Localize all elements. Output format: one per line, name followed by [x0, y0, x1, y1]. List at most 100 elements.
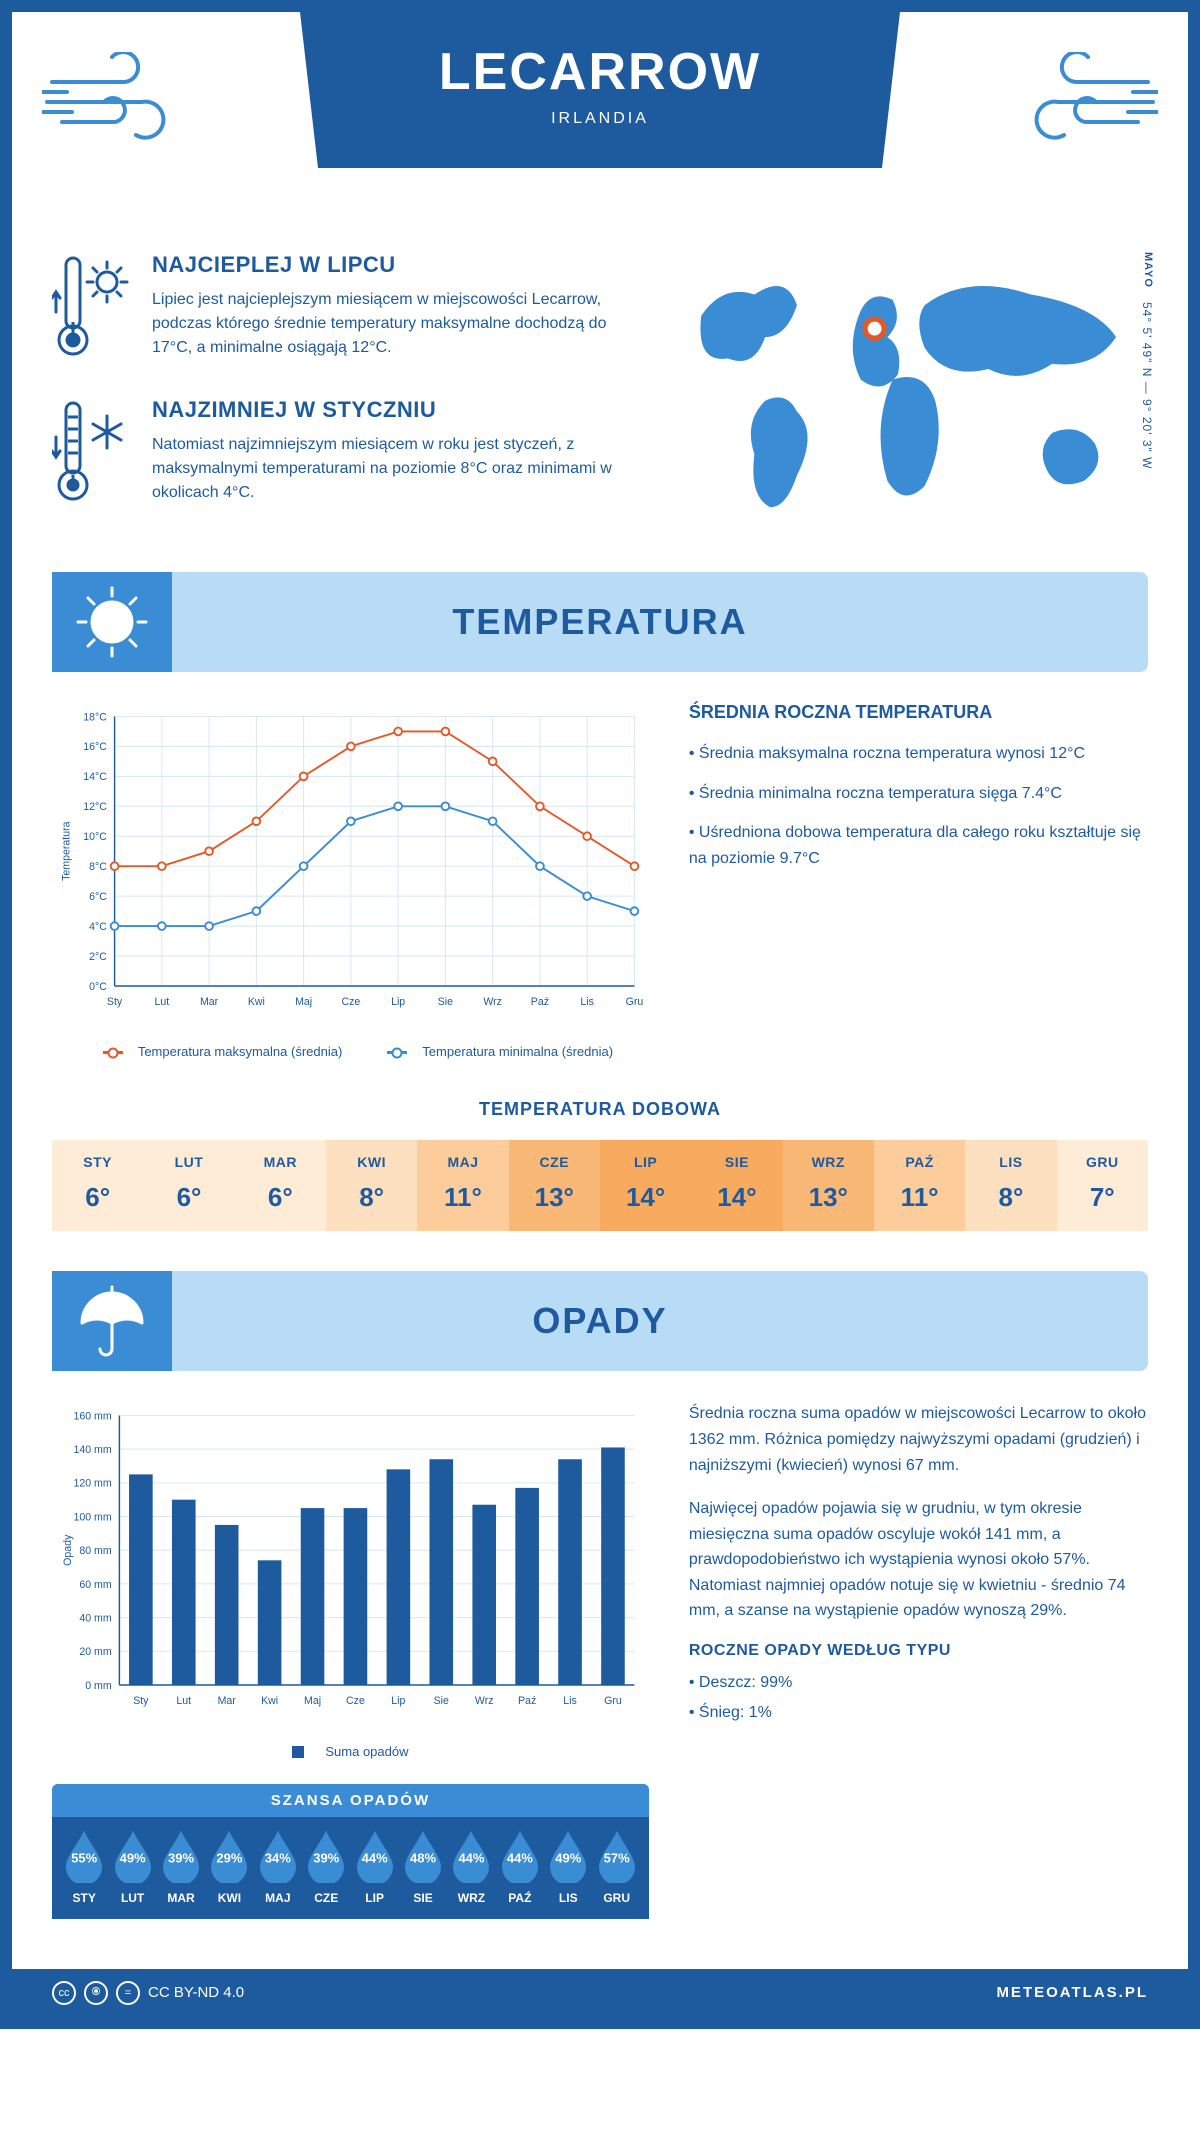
raindrop-icon: 48% [401, 1829, 445, 1883]
chance-cell: 49%LIS [544, 1829, 592, 1905]
svg-text:8°C: 8°C [89, 861, 107, 873]
legend-label: Suma opadów [325, 1744, 408, 1759]
chance-cell: 55% STY [60, 1829, 108, 1905]
svg-text:6°C: 6°C [89, 891, 107, 903]
temp-value: 6° [52, 1182, 143, 1213]
temp-value: 6° [143, 1182, 234, 1213]
by-type-line: • Deszcz: 99% [689, 1670, 1148, 1696]
raindrop-icon: 29% [207, 1829, 251, 1883]
chance-cell: 57%GRU [592, 1829, 640, 1905]
svg-text:Lis: Lis [580, 996, 594, 1008]
summary-bullets: • Średnia maksymalna roczna temperatura … [689, 741, 1148, 871]
chance-value: 44% [362, 1851, 388, 1866]
wind-icon [42, 52, 182, 152]
svg-text:Temperatura: Temperatura [60, 821, 72, 880]
summary-bullet: • Średnia minimalna roczna temperatura s… [689, 781, 1148, 807]
chance-cell: 49%LUT [108, 1829, 156, 1905]
daily-temp-cell: LUT 6° [143, 1140, 234, 1231]
chance-value: 55% [71, 1851, 97, 1866]
chance-cell: 39% MAR [157, 1829, 205, 1905]
chance-cell: 44% WRZ [447, 1829, 495, 1905]
raindrop-icon: 44% [449, 1829, 493, 1883]
svg-text:Maj: Maj [304, 1696, 321, 1708]
month-label: MAJ [254, 1891, 302, 1905]
temperature-line-chart: 0°C2°C4°C6°C8°C10°C12°C14°C16°C18°CStyLu… [52, 702, 649, 1029]
month-label: PAŹ [496, 1891, 544, 1905]
temp-value: 11° [874, 1182, 965, 1213]
svg-text:120 mm: 120 mm [73, 1478, 111, 1490]
wind-icon [1018, 52, 1158, 152]
daily-temp-cell: MAJ11° [417, 1140, 508, 1231]
raindrop-icon: 39% [304, 1829, 348, 1883]
svg-text:14°C: 14°C [83, 771, 107, 783]
page-container: LECARROW IRLANDIA [0, 0, 1200, 2029]
by-type-title: ROCZNE OPADY WEDŁUG TYPU [689, 1642, 1148, 1660]
svg-text:Lut: Lut [154, 996, 169, 1008]
chance-cell: 44% PAŹ [496, 1829, 544, 1905]
daily-temp-cell: MAR6° [235, 1140, 326, 1231]
month-label: LUT [143, 1154, 234, 1170]
chance-value: 49% [555, 1851, 581, 1866]
month-label: STY [60, 1891, 108, 1905]
precipitation-bar-chart: 0 mm20 mm40 mm60 mm80 mm100 mm120 mm140 … [52, 1401, 649, 1728]
svg-text:20 mm: 20 mm [79, 1646, 112, 1658]
daily-temp-cell: LIP14° [600, 1140, 691, 1231]
svg-text:Lip: Lip [391, 1696, 405, 1708]
intro-map: MAYO 54° 5' 49" N — 9° 20' 3" W [648, 252, 1148, 542]
chance-value: 57% [604, 1851, 630, 1866]
daily-temp-cell: SIE14° [691, 1140, 782, 1231]
month-label: WRZ [447, 1891, 495, 1905]
precipitation-body: 0 mm20 mm40 mm60 mm80 mm100 mm120 mm140 … [12, 1401, 1188, 1968]
month-label: GRU [1057, 1154, 1148, 1170]
thermometer-sun-icon [52, 252, 132, 367]
month-label: SIE [691, 1154, 782, 1170]
svg-text:100 mm: 100 mm [73, 1512, 111, 1524]
raindrop-icon: 34% [256, 1829, 300, 1883]
daily-temp-cell: STY6° [52, 1140, 143, 1231]
section-title: TEMPERATURA [452, 601, 747, 643]
daily-temp-title: TEMPERATURA DOBOWA [12, 1099, 1188, 1120]
svg-text:Mar: Mar [200, 996, 219, 1008]
svg-text:Sty: Sty [107, 996, 123, 1008]
footer-domain: METEOATLAS.PL [996, 1984, 1148, 2001]
fact-title: NAJZIMNIEJ W STYCZNIU [152, 397, 618, 423]
chance-row: 55%STY49%LUT39%MAR29%KWI34%MAJ39%CZE44%L… [52, 1817, 649, 1919]
temp-value: 13° [509, 1182, 600, 1213]
chance-value: 44% [458, 1851, 484, 1866]
daily-temp-cell: GRU7° [1057, 1140, 1148, 1231]
svg-text:140 mm: 140 mm [73, 1444, 111, 1456]
raindrop-icon: 44% [353, 1829, 397, 1883]
svg-text:Maj: Maj [295, 996, 312, 1008]
month-label: PAŹ [874, 1154, 965, 1170]
chance-value: 39% [168, 1851, 194, 1866]
license-block: cc 🞊 = CC BY-ND 4.0 [52, 1981, 244, 2005]
svg-text:Sie: Sie [434, 1696, 449, 1708]
month-label: CZE [302, 1891, 350, 1905]
chance-value: 29% [216, 1851, 242, 1866]
svg-text:Lip: Lip [391, 996, 405, 1008]
svg-text:Kwi: Kwi [261, 1696, 278, 1708]
raindrop-icon: 44% [498, 1829, 542, 1883]
precip-legend: Suma opadów [52, 1744, 649, 1759]
footer: cc 🞊 = CC BY-ND 4.0 METEOATLAS.PL [12, 1969, 1188, 2017]
svg-text:18°C: 18°C [83, 711, 107, 723]
daily-temp-cell: WRZ13° [783, 1140, 874, 1231]
raindrop-icon: 39% [159, 1829, 203, 1883]
temp-value: 11° [417, 1182, 508, 1213]
temp-value: 13° [783, 1182, 874, 1213]
section-banner-temperature: TEMPERATURA [52, 572, 1148, 672]
chance-cell: 48%SIE [399, 1829, 447, 1905]
svg-text:Paź: Paź [518, 1696, 536, 1708]
by-type-line: • Śnieg: 1% [689, 1700, 1148, 1726]
svg-text:12°C: 12°C [83, 801, 107, 813]
fact-text: Lipiec jest najcieplejszym miesiącem w m… [152, 288, 618, 360]
chance-box: SZANSA OPADÓW 55%STY49%LUT39%MAR29%KWI34… [52, 1784, 649, 1919]
svg-text:Lut: Lut [176, 1696, 191, 1708]
daily-temp-cell: LIS8° [965, 1140, 1056, 1231]
svg-text:Mar: Mar [218, 1696, 237, 1708]
svg-text:4°C: 4°C [89, 921, 107, 933]
month-label: MAR [157, 1891, 205, 1905]
country-name: IRLANDIA [300, 110, 900, 128]
svg-text:Sie: Sie [438, 996, 453, 1008]
svg-text:Wrz: Wrz [483, 996, 502, 1008]
